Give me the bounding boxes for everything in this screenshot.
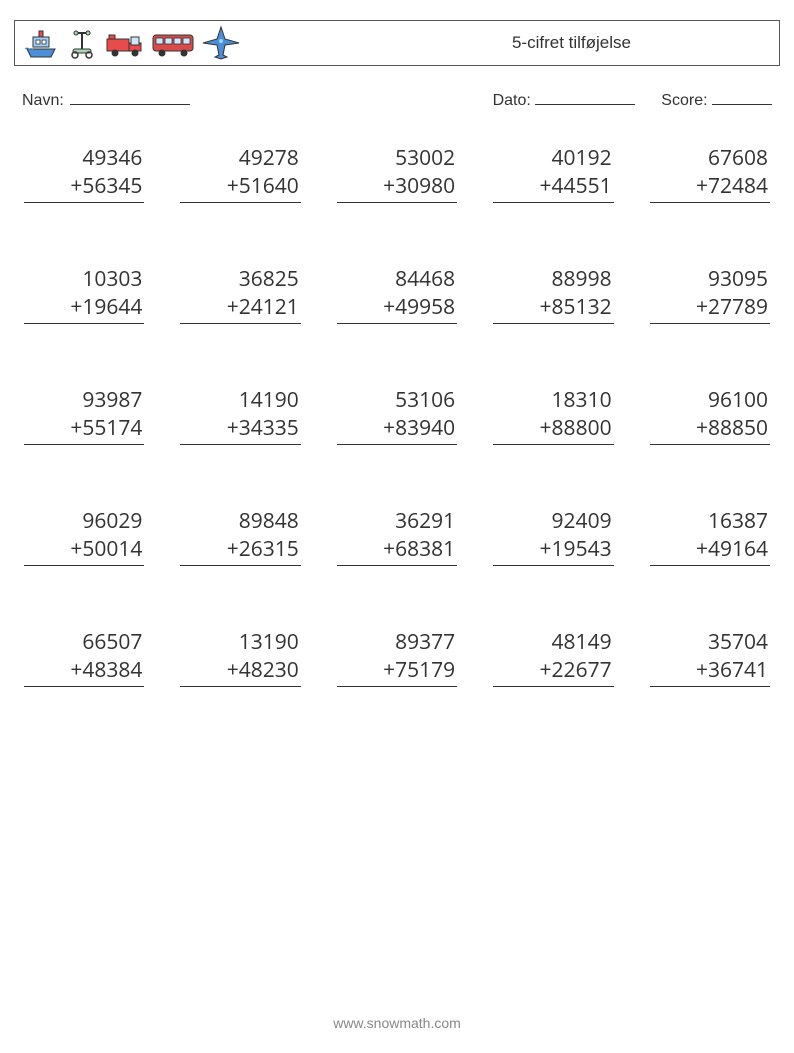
name-label: Navn:	[22, 92, 64, 110]
ship-icon	[23, 27, 59, 59]
bus-icon	[151, 27, 195, 59]
addend-bottom: +49164	[650, 535, 770, 566]
worksheet-title: 5-cifret tilføjelse	[512, 33, 771, 53]
addition-problem: 92409+19543	[493, 507, 613, 566]
addend-bottom: +72484	[650, 172, 770, 203]
addition-problem: 49346+56345	[24, 144, 144, 203]
addend-top: 96100	[650, 386, 770, 414]
addition-problem: 36825+24121	[180, 265, 300, 324]
addend-bottom: +22677	[493, 656, 613, 687]
addition-problem: 93987+55174	[24, 386, 144, 445]
plane-icon	[201, 25, 241, 61]
addend-top: 89848	[180, 507, 300, 535]
addend-top: 92409	[493, 507, 613, 535]
addend-top: 53106	[337, 386, 457, 414]
header-box: 5-cifret tilføjelse	[14, 20, 780, 66]
addend-bottom: +34335	[180, 414, 300, 445]
addend-bottom: +88850	[650, 414, 770, 445]
addend-bottom: +27789	[650, 293, 770, 324]
score-label: Score:	[661, 92, 707, 109]
addend-top: 49278	[180, 144, 300, 172]
addition-problem: 16387+49164	[650, 507, 770, 566]
addend-top: 66507	[24, 628, 144, 656]
addend-top: 40192	[493, 144, 613, 172]
addend-top: 96029	[24, 507, 144, 535]
addend-bottom: +19644	[24, 293, 144, 324]
addend-bottom: +85132	[493, 293, 613, 324]
addend-top: 53002	[337, 144, 457, 172]
icon-row	[23, 25, 241, 61]
addition-problem: 36291+68381	[337, 507, 457, 566]
addend-top: 93095	[650, 265, 770, 293]
addend-top: 35704	[650, 628, 770, 656]
addend-bottom: +44551	[493, 172, 613, 203]
addition-problem: 13190+48230	[180, 628, 300, 687]
truck-icon	[105, 27, 145, 59]
addition-problem: 89848+26315	[180, 507, 300, 566]
addend-top: 18310	[493, 386, 613, 414]
footer-link: www.snowmath.com	[0, 1015, 794, 1031]
addend-top: 93987	[24, 386, 144, 414]
date-blank[interactable]	[535, 90, 635, 105]
addend-bottom: +68381	[337, 535, 457, 566]
addend-bottom: +30980	[337, 172, 457, 203]
addend-bottom: +49958	[337, 293, 457, 324]
addend-top: 84468	[337, 265, 457, 293]
addend-top: 10303	[24, 265, 144, 293]
addend-top: 13190	[180, 628, 300, 656]
addition-problem: 35704+36741	[650, 628, 770, 687]
info-row: Navn: Dato: Score:	[22, 90, 772, 110]
addend-top: 36291	[337, 507, 457, 535]
addend-bottom: +56345	[24, 172, 144, 203]
addition-problem: 53106+83940	[337, 386, 457, 445]
addend-top: 89377	[337, 628, 457, 656]
addition-problem: 96100+88850	[650, 386, 770, 445]
addition-problem: 18310+88800	[493, 386, 613, 445]
addition-problem: 10303+19644	[24, 265, 144, 324]
addition-problem: 89377+75179	[337, 628, 457, 687]
addend-bottom: +19543	[493, 535, 613, 566]
addition-problem: 84468+49958	[337, 265, 457, 324]
addend-bottom: +26315	[180, 535, 300, 566]
addend-top: 48149	[493, 628, 613, 656]
addend-bottom: +55174	[24, 414, 144, 445]
addend-top: 16387	[650, 507, 770, 535]
addend-top: 36825	[180, 265, 300, 293]
addition-problem: 67608+72484	[650, 144, 770, 203]
addition-problem: 40192+44551	[493, 144, 613, 203]
addend-top: 88998	[493, 265, 613, 293]
addition-problem: 88998+85132	[493, 265, 613, 324]
problems-grid: 49346+5634549278+5164053002+3098040192+4…	[14, 144, 780, 687]
addition-problem: 53002+30980	[337, 144, 457, 203]
date-label: Dato:	[493, 92, 531, 109]
name-blank[interactable]	[70, 90, 190, 105]
addend-bottom: +75179	[337, 656, 457, 687]
addend-top: 14190	[180, 386, 300, 414]
addition-problem: 49278+51640	[180, 144, 300, 203]
addition-problem: 14190+34335	[180, 386, 300, 445]
addition-problem: 93095+27789	[650, 265, 770, 324]
addend-bottom: +24121	[180, 293, 300, 324]
addition-problem: 96029+50014	[24, 507, 144, 566]
addition-problem: 48149+22677	[493, 628, 613, 687]
addend-bottom: +48384	[24, 656, 144, 687]
addend-bottom: +50014	[24, 535, 144, 566]
addend-bottom: +83940	[337, 414, 457, 445]
addend-bottom: +36741	[650, 656, 770, 687]
score-blank[interactable]	[712, 90, 772, 105]
scooter-icon	[65, 27, 99, 59]
addition-problem: 66507+48384	[24, 628, 144, 687]
addend-bottom: +88800	[493, 414, 613, 445]
addend-bottom: +51640	[180, 172, 300, 203]
addend-top: 49346	[24, 144, 144, 172]
addend-bottom: +48230	[180, 656, 300, 687]
addend-top: 67608	[650, 144, 770, 172]
